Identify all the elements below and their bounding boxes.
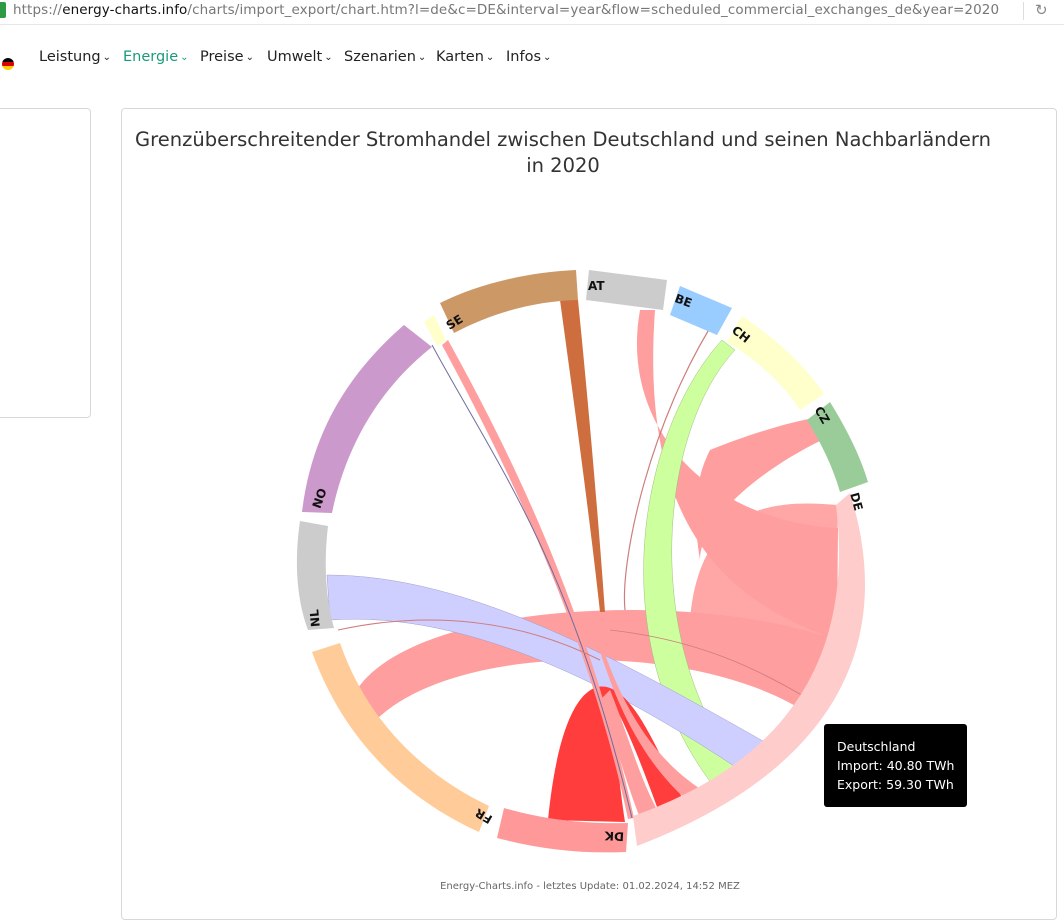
chevron-down-icon: ⌄ — [180, 52, 189, 63]
ribbon-thin-de[interactable] — [609, 629, 811, 701]
nav-item-szenarien[interactable]: Szenarien ⌄ — [344, 49, 427, 65]
ribbon-be[interactable] — [623, 314, 719, 611]
chevron-down-icon: ⌄ — [543, 52, 552, 63]
nav-item-energie[interactable]: Energie ⌄ — [123, 49, 189, 65]
label-de: DE — [847, 491, 865, 512]
ribbon-se-at[interactable] — [560, 300, 605, 612]
ribbon-no[interactable] — [431, 344, 633, 819]
chevron-down-icon: ⌄ — [245, 52, 254, 63]
lock-icon — [0, 2, 6, 18]
arc-at[interactable] — [586, 270, 667, 310]
chevron-down-icon: ⌄ — [417, 52, 427, 63]
label-be: BE — [673, 291, 694, 310]
chart-footer: Energy-Charts.info - letztes Update: 01.… — [440, 881, 740, 892]
nav-item-umwelt[interactable]: Umwelt ⌄ — [267, 49, 333, 65]
label-at: AT — [588, 279, 605, 293]
label-no: NO — [310, 486, 330, 510]
arc-se-small[interactable] — [424, 315, 446, 346]
country-arcs — [296, 270, 868, 853]
arc-dk[interactable] — [497, 808, 628, 853]
arc-de[interactable] — [633, 493, 866, 846]
label-dk: DK — [604, 828, 625, 843]
chevron-down-icon: ⌄ — [485, 52, 495, 63]
chevron-down-icon: ⌄ — [324, 52, 333, 63]
chart-tooltip: Deutschland Import: 40.80 TWh Export: 59… — [824, 724, 967, 807]
arc-ch[interactable] — [727, 316, 824, 410]
ribbon-de-cz-2[interactable] — [690, 503, 838, 640]
ribbon-dk[interactable] — [548, 686, 687, 822]
arc-cz[interactable] — [807, 402, 868, 492]
settings-panel — [0, 108, 91, 418]
tooltip-export: Export: 59.30 TWh — [837, 777, 954, 792]
nav-item-preise[interactable]: Preise ⌄ — [200, 49, 254, 65]
ribbon-nl-thin[interactable] — [337, 619, 601, 661]
ribbon-de-cz[interactable] — [695, 418, 822, 560]
arc-se[interactable] — [440, 270, 578, 333]
browser-address-bar[interactable]: https://energy-charts.info/charts/import… — [0, 0, 1064, 25]
nav-item-karten[interactable]: Karten ⌄ — [436, 49, 495, 65]
tooltip-import: Import: 40.80 TWh — [837, 758, 955, 773]
chord-ribbons — [326, 300, 838, 822]
chevron-down-icon: ⌄ — [102, 52, 111, 63]
nav-item-leistung[interactable]: Leistung ⌄ — [39, 49, 111, 65]
germany-flag-icon[interactable] — [2, 58, 14, 70]
label-nl: NL — [307, 608, 323, 627]
url-text[interactable]: https://energy-charts.info/charts/import… — [13, 2, 1000, 18]
arc-nl[interactable] — [296, 521, 334, 630]
arc-fr[interactable] — [312, 643, 489, 832]
arc-no[interactable] — [302, 325, 432, 513]
divider — [1023, 2, 1024, 20]
arc-be[interactable] — [670, 286, 732, 335]
ribbon-dk-2[interactable] — [600, 690, 660, 818]
tooltip-country: Deutschland — [837, 739, 916, 754]
nav-item-infos[interactable]: Infos ⌄ — [506, 49, 552, 65]
reload-icon[interactable]: ↻ — [1035, 1, 1048, 19]
chart-title: Grenzüberschreitender Stromhandel zwisch… — [135, 128, 991, 177]
